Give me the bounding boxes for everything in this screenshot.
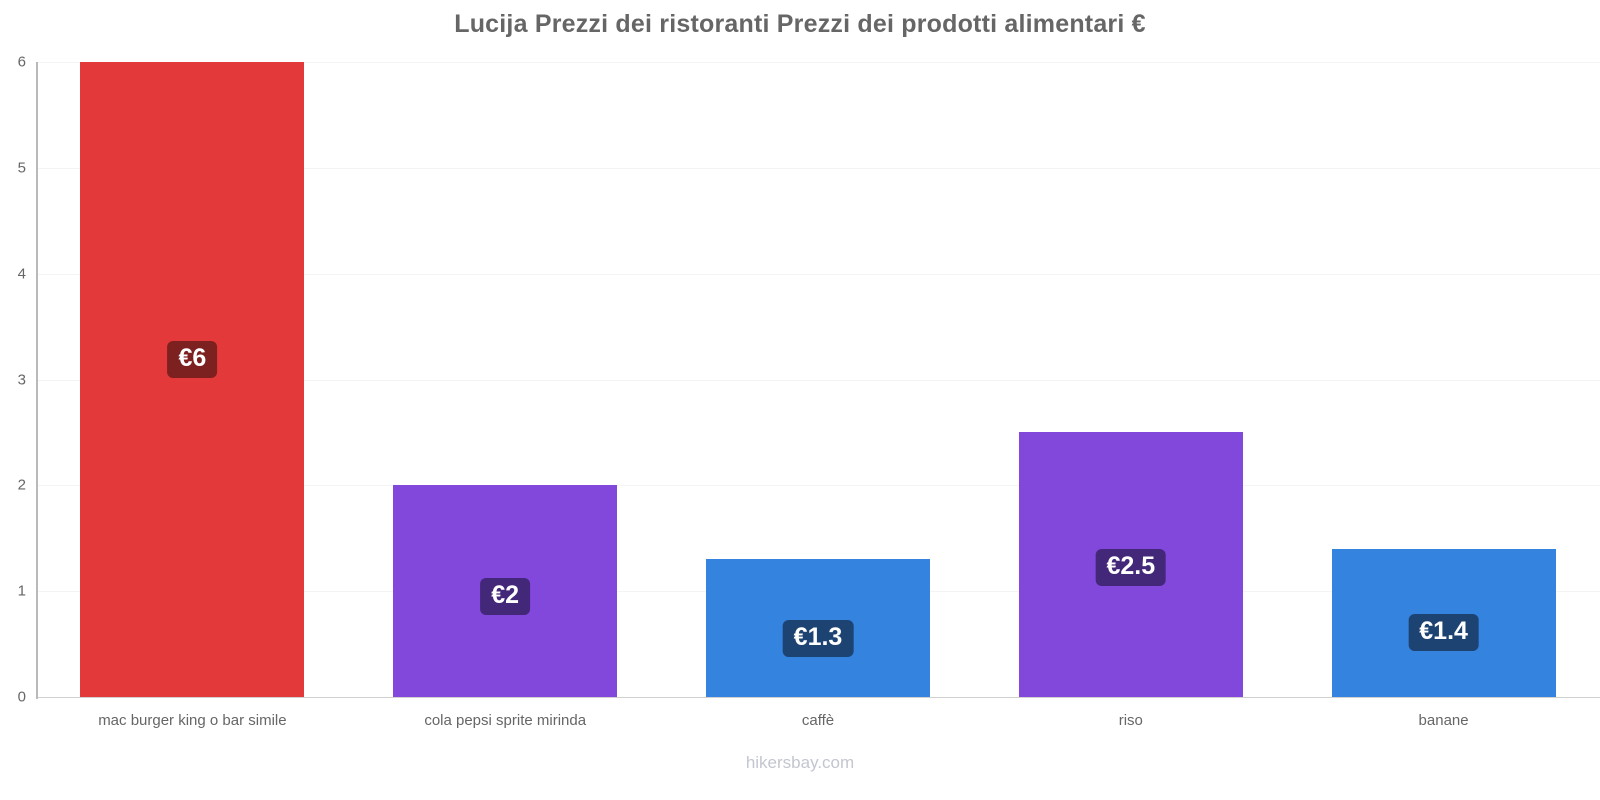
bar-value-label: €6 [167, 341, 218, 379]
chart-title: Lucija Prezzi dei ristoranti Prezzi dei … [454, 10, 1146, 38]
bar[interactable]: €2 [393, 485, 618, 697]
gridline [36, 485, 1600, 487]
y-axis-tick-label: 0 [17, 688, 26, 706]
x-axis-category-label: cola pepsi sprite mirinda [424, 712, 587, 729]
y-axis-line [36, 62, 38, 699]
y-axis-tick-label: 6 [17, 53, 26, 71]
y-axis-tick-label: 5 [17, 159, 26, 177]
x-axis-category-label: riso [1118, 712, 1143, 729]
gridline [36, 167, 1600, 169]
y-axis-tick-label: 3 [17, 371, 26, 388]
y-axis-tick-label: 1 [17, 582, 26, 600]
bar-value-label: €1.4 [1408, 614, 1479, 652]
bar-value-label: €1.3 [782, 619, 854, 657]
x-axis-category-label: mac burger king o bar simile [98, 712, 287, 729]
bar[interactable]: €2.5 [1018, 432, 1243, 697]
bar-value-label: €2 [480, 578, 531, 616]
x-axis-category-label: caffè [801, 712, 835, 729]
gridline [36, 379, 1600, 381]
footer-credit: hikersbay.com [745, 753, 855, 772]
bar[interactable]: €1.4 [1331, 548, 1556, 697]
gridline [36, 273, 1600, 275]
bar[interactable]: €6 [80, 62, 305, 697]
bar-value-label: €2.5 [1095, 548, 1167, 586]
x-axis-category-label: banane [1418, 712, 1469, 729]
y-axis-tick-label: 2 [17, 476, 26, 494]
bar[interactable]: €1.3 [706, 559, 930, 697]
gridline [36, 62, 1600, 63]
y-axis-tick-label: 4 [17, 265, 26, 283]
gridline [36, 697, 1600, 698]
